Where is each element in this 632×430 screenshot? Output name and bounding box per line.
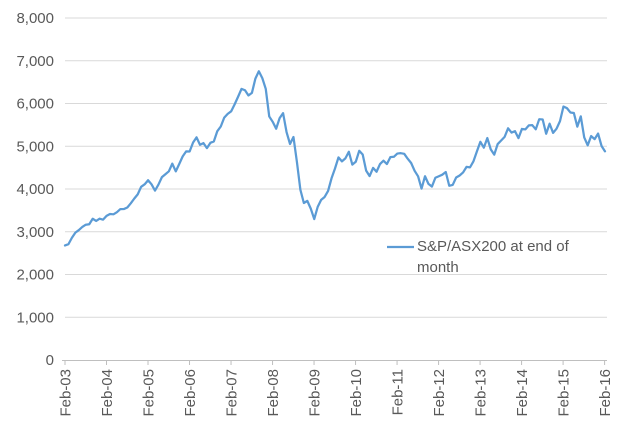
y-tick-label: 4,000: [16, 181, 54, 198]
legend: S&P/ASX200 at end of month: [387, 236, 599, 278]
x-tick-label: Feb-08: [265, 369, 282, 417]
y-tick-label: 6,000: [16, 96, 54, 113]
y-tick-label: 7,000: [16, 53, 54, 70]
x-tick-label: Feb-12: [431, 369, 448, 417]
x-tick-label: Feb-16: [597, 369, 614, 417]
x-tick-label: Feb-03: [58, 369, 75, 417]
x-tick-label: Feb-11: [390, 369, 407, 415]
x-tick-label: Feb-05: [141, 369, 158, 417]
x-tick-label: Feb-13: [473, 369, 490, 417]
y-tick-label: 0: [46, 352, 54, 369]
x-tick-label: Feb-10: [348, 369, 365, 417]
y-tick-label: 1,000: [16, 309, 54, 326]
x-tick-label: Feb-04: [99, 369, 116, 417]
legend-line-sample-icon: [387, 245, 414, 249]
y-tick-label: 2,000: [16, 267, 54, 284]
series-line: [63, 70, 607, 247]
legend-series-label: S&P/ASX200 at end of month: [417, 238, 569, 276]
x-tick-label: Feb-07: [224, 369, 241, 417]
x-tick-label: Feb-15: [556, 369, 573, 417]
x-tick-label: Feb-06: [182, 369, 199, 417]
y-tick-label: 3,000: [16, 224, 54, 241]
x-tick-label: Feb-09: [307, 369, 324, 417]
y-tick-label: 8,000: [16, 10, 54, 27]
x-tick-label: Feb-14: [514, 369, 531, 417]
y-tick-label: 5,000: [16, 138, 54, 155]
